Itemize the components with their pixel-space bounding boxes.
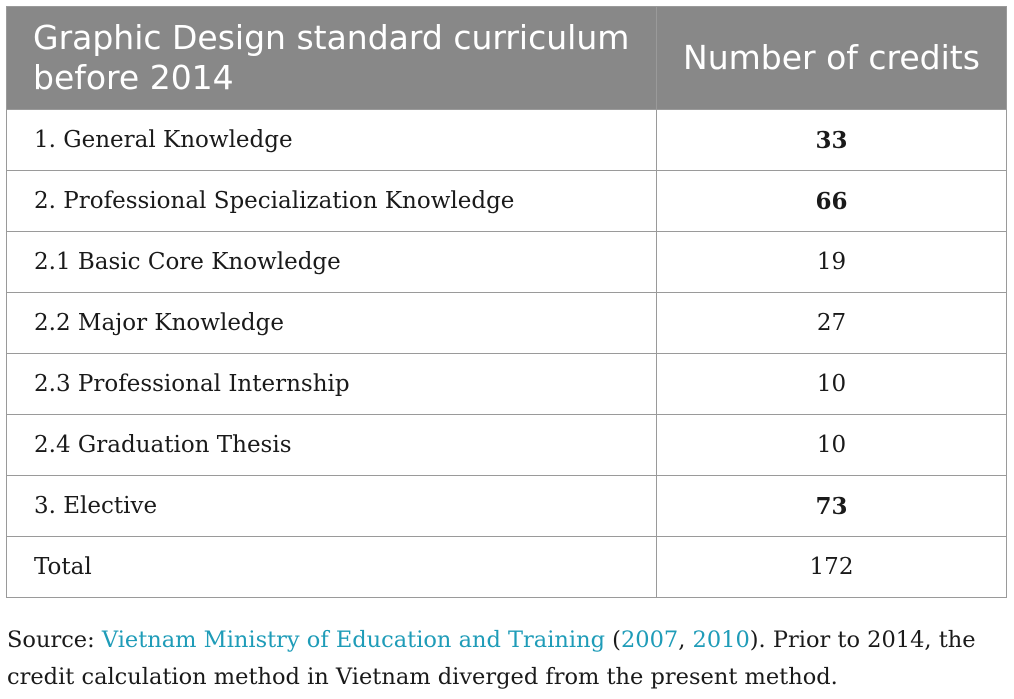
row-label: 2.4 Graduation Thesis [6, 414, 657, 476]
caption-separator: , [678, 627, 693, 653]
row-label: Total [6, 536, 657, 598]
table-row: 2.4 Graduation Thesis 10 [6, 414, 1007, 476]
row-label: 1. General Knowledge [6, 109, 657, 171]
row-value: 19 [656, 231, 1007, 293]
caption-rest: ). Prior to 2014, the credit calculation… [7, 627, 976, 690]
table-caption: Source: Vietnam Ministry of Education an… [7, 622, 1011, 696]
table-row: 2.1 Basic Core Knowledge 19 [6, 231, 1007, 293]
table-row-total: Total 172 [6, 536, 1007, 598]
table-row: 2. Professional Specialization Knowledge… [6, 170, 1007, 232]
credits-table-container: Graphic Design standard curriculum befor… [6, 6, 1007, 598]
source-link[interactable]: Vietnam Ministry of Education and Traini… [101, 627, 605, 653]
credits-table: Graphic Design standard curriculum befor… [6, 6, 1007, 598]
table-row: 3. Elective 73 [6, 475, 1007, 537]
caption-open-paren: ( [605, 627, 621, 653]
row-value: 66 [656, 170, 1007, 232]
row-value: 27 [656, 292, 1007, 354]
row-value: 10 [656, 414, 1007, 476]
table-header-row: Graphic Design standard curriculum befor… [6, 6, 1007, 110]
row-value: 33 [656, 109, 1007, 171]
row-label: 2.2 Major Knowledge [6, 292, 657, 354]
row-label: 2.3 Professional Internship [6, 353, 657, 415]
year-2007-link[interactable]: 2007 [620, 627, 679, 653]
header-credits: Number of credits [656, 6, 1007, 110]
row-label: 2.1 Basic Core Knowledge [6, 231, 657, 293]
row-label: 3. Elective [6, 475, 657, 537]
row-value: 73 [656, 475, 1007, 537]
header-curriculum: Graphic Design standard curriculum befor… [6, 6, 657, 110]
row-value: 10 [656, 353, 1007, 415]
table-row: 2.3 Professional Internship 10 [6, 353, 1007, 415]
year-2010-link[interactable]: 2010 [692, 627, 750, 653]
table-row: 1. General Knowledge 33 [6, 109, 1007, 171]
row-label: 2. Professional Specialization Knowledge [6, 170, 657, 232]
table-row: 2.2 Major Knowledge 27 [6, 292, 1007, 354]
caption-prefix: Source: [7, 627, 102, 653]
row-value: 172 [656, 536, 1007, 598]
table-body: 1. General Knowledge 33 2. Professional … [6, 109, 1007, 598]
